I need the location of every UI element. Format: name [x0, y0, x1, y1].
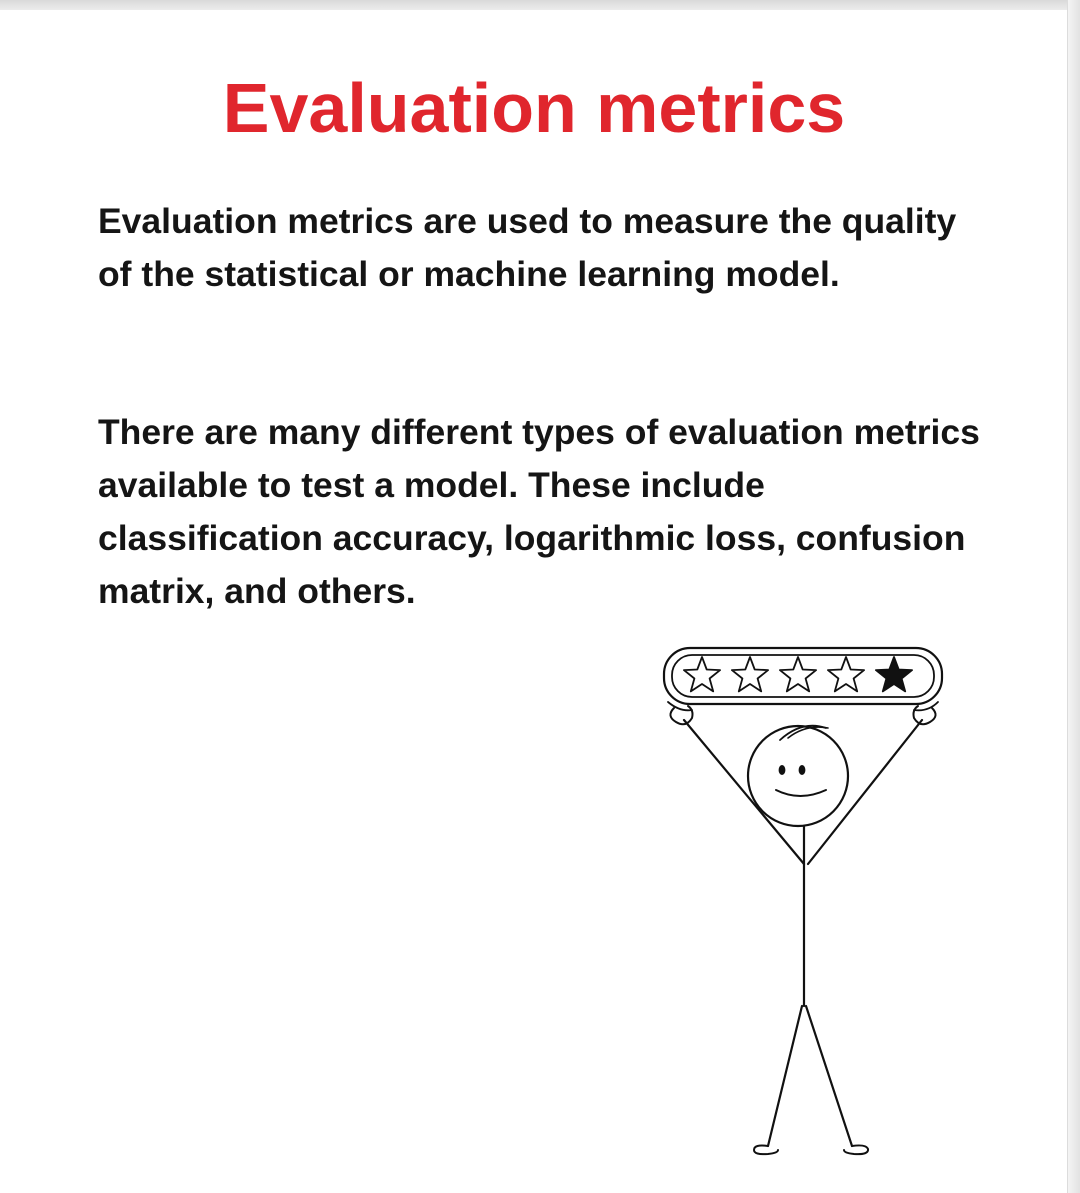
types-paragraph: There are many different types of evalua…	[98, 412, 980, 611]
empty-star-icon	[731, 656, 770, 693]
empty-star-icon	[778, 656, 818, 693]
top-edge-bar	[0, 0, 1080, 10]
empty-star-icon	[683, 656, 721, 693]
left-leg	[766, 1004, 804, 1148]
left-foot	[753, 1144, 779, 1156]
right-hand	[912, 705, 937, 726]
right-edge-bar	[1067, 0, 1080, 1193]
rating-stars	[683, 656, 914, 693]
right-arm	[806, 718, 924, 866]
right-foot	[843, 1144, 870, 1156]
smiling-head	[746, 724, 850, 828]
filled-star-icon	[874, 656, 914, 693]
empty-star-icon	[826, 656, 866, 693]
left-hand	[669, 705, 694, 726]
intro-paragraph: Evaluation metrics are used to measure t…	[98, 201, 957, 294]
rating-banner	[662, 646, 944, 712]
right-leg	[804, 1004, 854, 1148]
left-arm	[682, 718, 806, 866]
stick-figure-rating-illustration	[662, 646, 944, 1156]
page-title: Evaluation metrics	[222, 69, 846, 147]
